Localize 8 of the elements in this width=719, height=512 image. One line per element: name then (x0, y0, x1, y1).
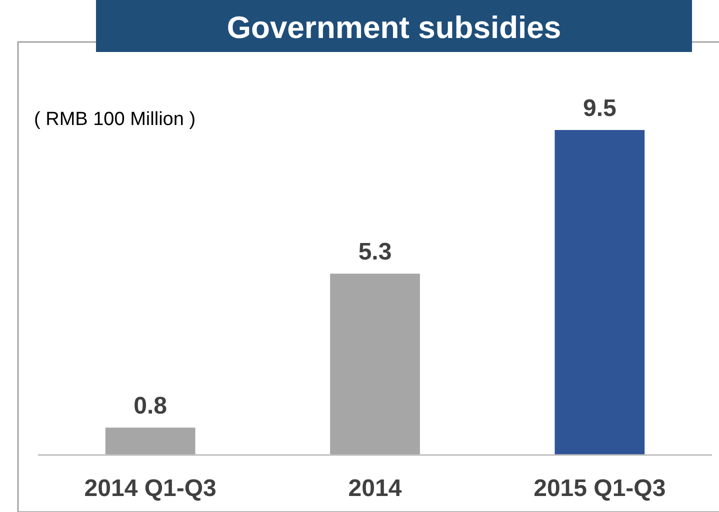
annotation: ( RMB 100 Million ) (34, 109, 196, 130)
x-tick-label: 2014 Q1-Q3 (84, 475, 216, 502)
chart-title: Government subsidies (226, 10, 562, 45)
data-label: 0.8 (134, 392, 168, 420)
data-label: 9.5 (582, 95, 616, 122)
x-tick-label: 2015 Q1-Q3 (534, 475, 666, 502)
x-tick-label: 2014 (348, 475, 402, 502)
data-label: 5.3 (358, 238, 392, 266)
